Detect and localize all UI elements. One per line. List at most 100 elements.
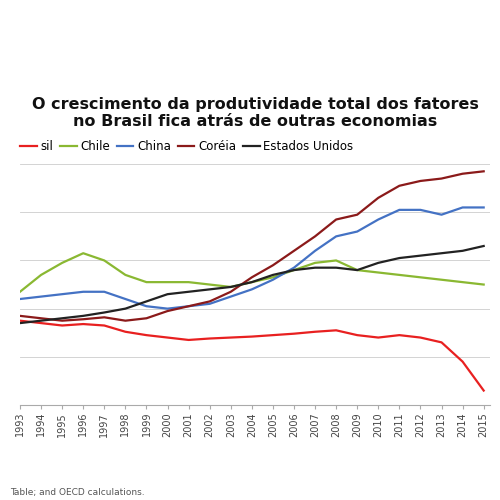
Coréia: [59, 318, 65, 324]
Estados Unidos: [228, 284, 234, 290]
Coréia: [228, 289, 234, 295]
Line: sil: sil: [20, 320, 483, 390]
Coréia: [480, 168, 486, 174]
Estados Unidos: [38, 318, 44, 324]
sil: [102, 322, 107, 328]
Coréia: [376, 195, 382, 201]
China: [17, 296, 23, 302]
sil: [270, 332, 276, 338]
Coréia: [291, 248, 297, 254]
Estados Unidos: [418, 252, 424, 258]
Estados Unidos: [460, 248, 466, 254]
Chile: [206, 282, 212, 288]
Estados Unidos: [102, 310, 107, 316]
Estados Unidos: [144, 298, 150, 304]
China: [396, 207, 402, 213]
sil: [249, 334, 255, 340]
sil: [376, 334, 382, 340]
Coréia: [460, 170, 466, 176]
sil: [80, 321, 86, 327]
China: [354, 228, 360, 234]
Chile: [354, 267, 360, 273]
Estados Unidos: [59, 316, 65, 322]
Chile: [396, 272, 402, 278]
China: [270, 276, 276, 282]
China: [249, 286, 255, 292]
China: [460, 204, 466, 210]
Coréia: [206, 298, 212, 304]
Chile: [38, 272, 44, 278]
sil: [438, 340, 444, 345]
Chile: [228, 284, 234, 290]
Coréia: [102, 314, 107, 320]
Chile: [438, 276, 444, 282]
Chile: [144, 279, 150, 285]
Estados Unidos: [312, 264, 318, 270]
China: [418, 207, 424, 213]
Estados Unidos: [122, 306, 128, 312]
Chile: [376, 270, 382, 276]
Estados Unidos: [164, 291, 170, 297]
sil: [59, 322, 65, 328]
Coréia: [80, 316, 86, 322]
Coréia: [418, 178, 424, 184]
China: [438, 212, 444, 218]
sil: [354, 332, 360, 338]
Estados Unidos: [206, 286, 212, 292]
China: [291, 264, 297, 270]
sil: [122, 329, 128, 335]
Chile: [164, 279, 170, 285]
Coréia: [122, 318, 128, 324]
China: [206, 301, 212, 307]
sil: [291, 330, 297, 336]
Estados Unidos: [186, 289, 192, 295]
Estados Unidos: [333, 264, 339, 270]
Line: Chile: Chile: [20, 253, 483, 292]
China: [480, 204, 486, 210]
Line: Coréia: Coréia: [20, 172, 483, 320]
Chile: [270, 274, 276, 280]
Coréia: [312, 234, 318, 239]
sil: [17, 318, 23, 324]
Estados Unidos: [438, 250, 444, 256]
Chile: [312, 260, 318, 266]
Estados Unidos: [249, 279, 255, 285]
China: [80, 289, 86, 295]
China: [186, 303, 192, 309]
Coréia: [354, 212, 360, 218]
China: [164, 306, 170, 312]
Coréia: [17, 313, 23, 319]
sil: [460, 358, 466, 364]
Chile: [102, 258, 107, 264]
Legend: sil, Chile, China, Coréia, Estados Unidos: sil, Chile, China, Coréia, Estados Unido…: [20, 140, 353, 153]
Coréia: [186, 303, 192, 309]
Chile: [17, 289, 23, 295]
China: [122, 296, 128, 302]
Text: Table; and OECD calculations.: Table; and OECD calculations.: [10, 488, 144, 498]
Chile: [418, 274, 424, 280]
Chile: [80, 250, 86, 256]
Coréia: [144, 316, 150, 322]
Estados Unidos: [376, 260, 382, 266]
Coréia: [333, 216, 339, 222]
sil: [228, 334, 234, 340]
Line: China: China: [20, 208, 483, 308]
China: [376, 216, 382, 222]
Chile: [333, 258, 339, 264]
Coréia: [438, 176, 444, 182]
Chile: [291, 267, 297, 273]
Estados Unidos: [354, 267, 360, 273]
Coréia: [249, 274, 255, 280]
Chile: [59, 260, 65, 266]
Estados Unidos: [291, 267, 297, 273]
sil: [144, 332, 150, 338]
Coréia: [270, 262, 276, 268]
Chile: [249, 279, 255, 285]
Estados Unidos: [480, 243, 486, 249]
Chile: [480, 282, 486, 288]
China: [228, 294, 234, 300]
China: [312, 248, 318, 254]
Estados Unidos: [80, 313, 86, 319]
sil: [186, 337, 192, 343]
China: [144, 303, 150, 309]
